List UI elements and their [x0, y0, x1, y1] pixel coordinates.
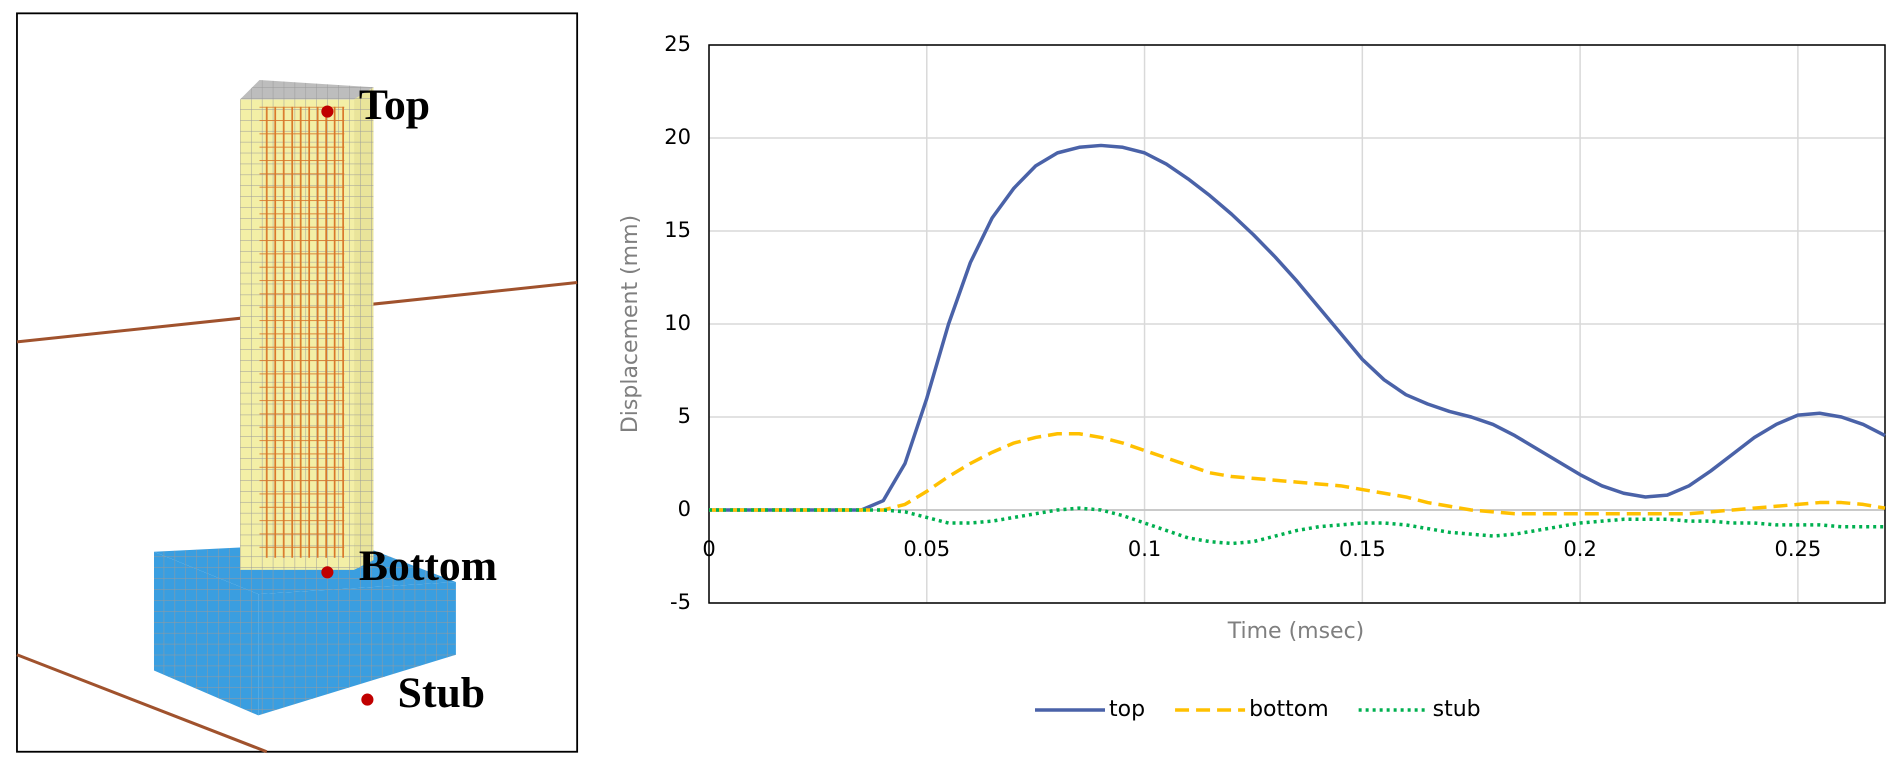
y-tick-label: 15: [664, 218, 691, 242]
x-tick-label: 0.05: [903, 537, 950, 561]
legend-label: bottom: [1249, 697, 1329, 722]
model-panel: Top Bottom Stub: [16, 12, 579, 754]
y-tick-label: 10: [664, 311, 691, 335]
annotation: Top: [359, 81, 430, 129]
series-line: [709, 506, 1885, 546]
x-tick-label: 0.2: [1563, 537, 1596, 561]
legend-label: top: [1109, 697, 1145, 722]
y-tick-label: 20: [664, 125, 691, 149]
x-tick-label: 0.1: [1128, 537, 1161, 561]
y-tick-label: 0: [678, 497, 691, 521]
annotation: Stub: [398, 669, 485, 717]
x-axis-title: Time (msec): [1227, 619, 1365, 644]
plot-border: [708, 44, 1886, 604]
y-axis-title: Displacement (mm): [618, 215, 643, 433]
y-tick-label: -5: [670, 590, 691, 614]
annotation: Bottom: [359, 542, 497, 590]
y-tick-label: 5: [678, 404, 691, 428]
y-tick-label: 25: [664, 32, 691, 56]
x-tick-label: 0.15: [1339, 537, 1386, 561]
legend-label: stub: [1433, 697, 1481, 722]
series-line: [709, 143, 1886, 512]
series-line: [709, 431, 1886, 516]
x-tick-label: 0.25: [1775, 537, 1822, 561]
